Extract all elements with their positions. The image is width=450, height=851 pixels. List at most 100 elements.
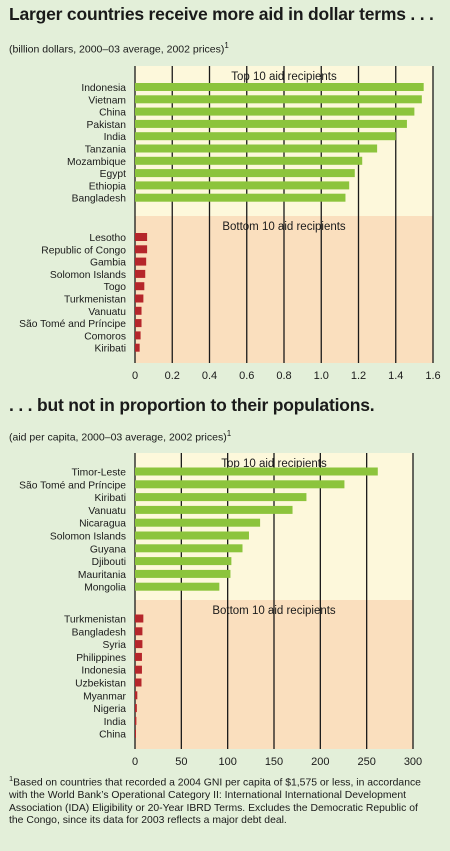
chart2-bottom10-bar — [135, 627, 143, 636]
chart2-bottom10-bar — [135, 614, 144, 623]
chart1-top10-label: Mozambique — [67, 157, 126, 168]
chart1-x-tick-label: 1.2 — [351, 370, 366, 382]
chart1-top10-label: China — [99, 108, 126, 119]
chart2-top10-bar — [135, 493, 307, 502]
chart2-bottom10-label: China — [99, 730, 126, 741]
chart1-top10-bar — [135, 83, 424, 91]
chart1-bottom10-label: Turkmenistan — [64, 295, 126, 306]
chart1-top10-label: India — [104, 132, 127, 143]
chart1-bottom10-bar — [135, 319, 142, 328]
chart2-top10-bar — [135, 518, 261, 527]
chart2-bottom10-label: Nigeria — [93, 704, 126, 715]
chart2-bottom10-bar — [135, 704, 137, 713]
chart2-top10-bar — [135, 480, 345, 489]
chart1-bottom10-label: Republic of Congo — [41, 245, 126, 256]
chart1-x-tick-label: 0.4 — [202, 370, 217, 382]
chart2-bottom10-label: Turkmenistan — [64, 615, 126, 626]
chart1-x-tick-label: 0.6 — [239, 370, 254, 382]
chart2-bottom10-label: Indonesia — [81, 666, 126, 677]
chart2-bottom10-bar — [135, 716, 137, 725]
chart2-bottom10-label: Bangladesh — [72, 627, 127, 638]
chart2-top10-label: Djibouti — [92, 557, 126, 568]
chart2-top10-bar — [135, 467, 378, 476]
chart2-x-tick-label: 300 — [404, 756, 422, 768]
chart1-bottom10-label: Kiribati — [95, 344, 126, 355]
chart1-bottom10-bar — [135, 306, 142, 315]
chart2-bottom10-bar — [135, 691, 138, 700]
chart1-bottom10-bar — [135, 343, 140, 352]
chart2-top10-label: Nicaragua — [79, 519, 126, 530]
chart2-top10-bar — [135, 505, 293, 514]
chart1-top10-label: Indonesia — [81, 83, 126, 94]
chart1-bottom10-bar — [135, 245, 148, 254]
chart2-subtitle-text: (aid per capita, 2000–03 average, 2002 p… — [9, 431, 227, 444]
chart1-bottom10-label: Solomon Islands — [50, 270, 126, 281]
chart1-bottom10-bar — [135, 294, 144, 303]
chart2-x-tick-label: 50 — [175, 756, 187, 768]
footnote-text: Based on countries that recorded a 2004 … — [9, 777, 421, 827]
chart2-bottom10-label: Philippines — [76, 653, 126, 664]
chart1-top10-label: Egypt — [100, 169, 126, 180]
chart1-top10-label: Vietnam — [88, 95, 126, 106]
chart2-bottom10-bar — [135, 640, 143, 649]
chart2-bottom10-bar — [135, 665, 142, 674]
chart2-subtitle: (aid per capita, 2000–03 average, 2002 p… — [9, 429, 231, 444]
chart2-top10-label: Timor-Leste — [71, 468, 126, 479]
chart1-footnote-marker: 1 — [224, 41, 229, 50]
chart1-title: Larger countries receive more aid in dol… — [9, 4, 434, 24]
chart2-bottom10-label: Uzbekistan — [75, 679, 126, 690]
chart2-bottom10-bar — [135, 678, 142, 687]
chart1-bottom10-label: Gambia — [90, 258, 126, 269]
chart2-footnote-marker: 1 — [226, 429, 232, 438]
chart2-bottom10-bar — [135, 729, 136, 738]
chart1-bottom10-label: Togo — [104, 282, 127, 293]
chart1-bottom10-bar — [135, 269, 146, 278]
chart1-x-tick-label: 0.2 — [165, 370, 180, 382]
chart1-bottom10-label: Vanuatu — [88, 307, 126, 318]
chart2-top10-label: Solomon Islands — [50, 532, 126, 543]
chart2-top10-bar — [135, 557, 232, 566]
footnote-marker: 1 — [9, 774, 14, 783]
chart1-x-tick-label: 1.6 — [425, 370, 440, 382]
chart2-x-tick-label: 250 — [357, 756, 375, 768]
chart1-top10-label: Tanzania — [85, 145, 126, 156]
chart1-bottom10-bar — [135, 233, 148, 241]
chart1-top10-bar — [135, 144, 378, 153]
chart1-bottom10-label: Comoros — [84, 331, 126, 342]
chart2-bottom10-label: Myanmar — [83, 691, 126, 702]
chart1-x-tick-label: 0 — [132, 370, 138, 382]
chart2-top10-label: Guyana — [90, 544, 126, 555]
chart2-top10-label: Mongolia — [84, 583, 126, 594]
chart1-top10-label: Ethiopia — [89, 181, 126, 192]
chart1-x-tick-label: 1.4 — [388, 370, 403, 382]
chart1-bottom10-label: São Tomé and Príncipe — [19, 319, 126, 330]
chart1-subtitle-text: (billion dollars, 2000–03 average, 2002 … — [9, 43, 225, 56]
chart1-top10-bar — [135, 132, 396, 141]
chart1-top10-bar — [135, 119, 407, 128]
chart1-top10-label: Pakistan — [87, 120, 127, 131]
chart2-top10-label: São Tomé and Príncipe — [19, 480, 126, 491]
chart1-top10-bar — [135, 181, 350, 190]
chart1-top10-bar — [135, 169, 355, 178]
chart2-top10-bar — [135, 569, 231, 578]
chart1-bottom10-label: Lesotho — [89, 233, 126, 244]
chart2-top10-label: Kiribati — [95, 493, 126, 504]
chart1-bottom10-heading: Bottom 10 aid recipients — [222, 221, 346, 233]
chart2-title: . . . but not in proportion to their pop… — [9, 395, 375, 415]
chart2-bottom10-label: Syria — [103, 640, 127, 651]
chart1-bottom10-bar — [135, 331, 141, 340]
chart2-x-tick-label: 200 — [311, 756, 329, 768]
chart2-x-tick-label: 0 — [132, 756, 138, 768]
chart2-top10-bar — [135, 544, 243, 553]
footnote: 1Based on countries that recorded a 2004… — [9, 773, 434, 828]
chart1-bottom10-bar — [135, 257, 147, 266]
chart1-top10-bar — [135, 95, 422, 104]
chart1-top10-bar — [135, 107, 415, 116]
chart2-bottom10-bar — [135, 652, 142, 661]
chart1-subtitle: (billion dollars, 2000–03 average, 2002 … — [9, 41, 229, 56]
chart1-bottom10-bar — [135, 282, 145, 291]
chart2-x-tick-label: 150 — [265, 756, 283, 768]
chart2-bottom10-heading: Bottom 10 aid recipients — [212, 605, 336, 617]
chart2-top10-bar — [135, 531, 249, 540]
